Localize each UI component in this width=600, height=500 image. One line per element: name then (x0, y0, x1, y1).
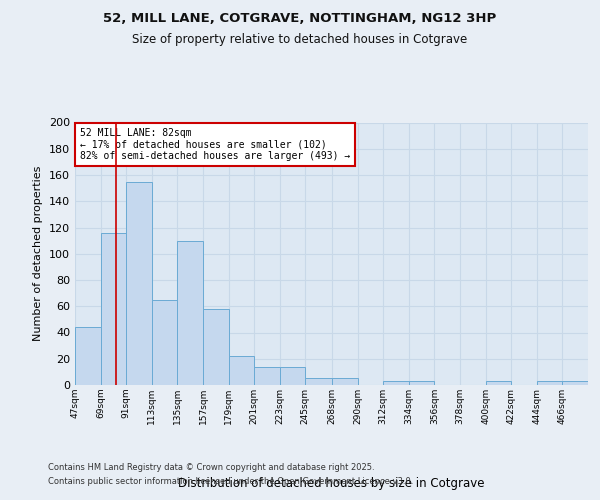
Bar (152, 300, 178, 385)
X-axis label: Distribution of detached houses by size in Cotgrave: Distribution of detached houses by size … (178, 477, 485, 490)
Bar (101, 233, 126, 385)
Bar (332, 378, 358, 385)
Bar (562, 381, 588, 385)
Text: Contains HM Land Registry data © Crown copyright and database right 2025.: Contains HM Land Registry data © Crown c… (48, 462, 374, 471)
Bar (75, 327, 101, 385)
Bar (305, 378, 332, 385)
Text: Contains public sector information licensed under the Open Government Licence v3: Contains public sector information licen… (48, 478, 413, 486)
Bar (126, 182, 152, 385)
Bar (409, 381, 434, 385)
Bar (537, 381, 562, 385)
Bar (280, 366, 305, 385)
Bar (383, 381, 409, 385)
Bar (254, 366, 280, 385)
Bar (178, 240, 203, 385)
Bar (229, 356, 254, 385)
Text: 52, MILL LANE, COTGRAVE, NOTTINGHAM, NG12 3HP: 52, MILL LANE, COTGRAVE, NOTTINGHAM, NG1… (103, 12, 497, 26)
Text: 52 MILL LANE: 82sqm
← 17% of detached houses are smaller (102)
82% of semi-detac: 52 MILL LANE: 82sqm ← 17% of detached ho… (80, 128, 350, 161)
Y-axis label: Number of detached properties: Number of detached properties (34, 166, 43, 342)
Bar (485, 381, 511, 385)
Text: Size of property relative to detached houses in Cotgrave: Size of property relative to detached ho… (133, 32, 467, 46)
Bar (203, 309, 229, 385)
